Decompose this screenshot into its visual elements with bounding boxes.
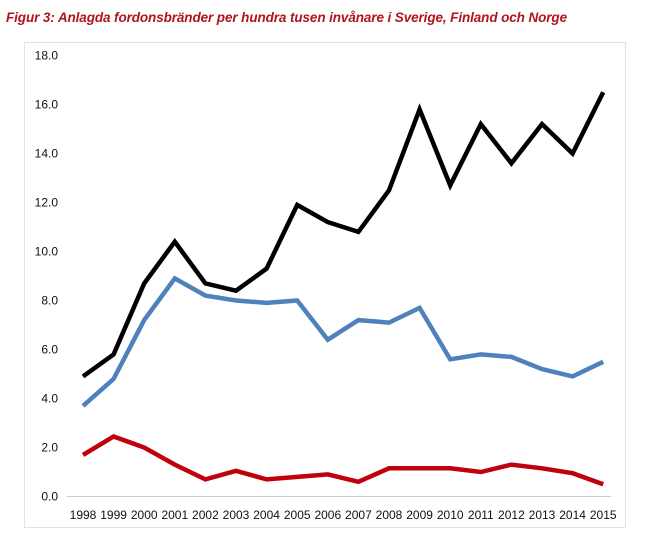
chart-title: Figur 3: Anlagda fordonsbränder per hund… <box>6 10 567 25</box>
series-line-finland <box>81 275 605 408</box>
y-tick-label: 14.0 <box>35 147 59 161</box>
x-tick-label: 2005 <box>284 508 311 522</box>
y-tick-label: 10.0 <box>35 245 59 259</box>
x-tick-label: 2003 <box>223 508 250 522</box>
x-tick-label: 2000 <box>131 508 158 522</box>
x-tick-label: 2011 <box>468 508 494 522</box>
x-tick-label: 2014 <box>559 508 586 522</box>
x-tick-label: 2006 <box>314 508 341 522</box>
x-tick-label: 2004 <box>253 508 280 522</box>
x-tick-label: 2007 <box>345 508 372 522</box>
y-tick-label: 16.0 <box>35 98 59 112</box>
x-tick-label: 2002 <box>192 508 219 522</box>
y-tick-label: 6.0 <box>41 343 58 357</box>
x-tick-label: 2010 <box>437 508 464 522</box>
x-tick-label: 1998 <box>70 508 97 522</box>
series-line-sverige <box>81 91 606 379</box>
y-tick-label: 8.0 <box>41 294 58 308</box>
chart-frame <box>24 42 626 528</box>
x-tick-label: 1999 <box>100 508 127 522</box>
x-tick-label: 2012 <box>498 508 525 522</box>
y-tick-label: 12.0 <box>35 196 59 210</box>
y-axis-ticks: 0.0 2.0 4.0 6.0 8.0 10.0 12.0 14.0 16.0 18.0 <box>35 49 59 504</box>
x-tick-label: 2001 <box>161 508 188 522</box>
x-axis-ticks: 1998 1999 2000 2001 2002 2003 2004 2005 2006 2007… <box>70 508 617 522</box>
y-tick-label: 4.0 <box>41 392 58 406</box>
x-tick-label: 2009 <box>406 508 433 522</box>
y-tick-label: 0.0 <box>41 490 58 504</box>
y-tick-label: 2.0 <box>41 441 58 455</box>
x-tick-label: 2013 <box>529 508 556 522</box>
series-line-norge <box>81 434 604 487</box>
y-tick-label: 18.0 <box>35 49 59 63</box>
x-tick-label: 2008 <box>376 508 403 522</box>
x-tick-label: 2015 <box>590 508 617 522</box>
series-lines <box>81 91 606 487</box>
